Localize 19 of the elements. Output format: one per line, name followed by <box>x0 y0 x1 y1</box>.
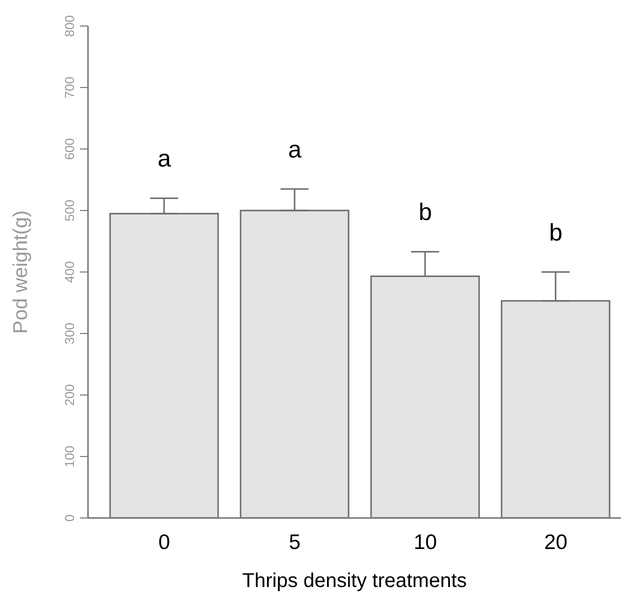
x-tick-label: 0 <box>158 530 170 554</box>
annotation: a <box>288 136 302 164</box>
y-tick-label: 700 <box>62 76 77 98</box>
x-tick-label: 10 <box>414 530 437 554</box>
annotation: b <box>418 199 432 226</box>
y-tick-label: 400 <box>62 261 77 283</box>
y-tick-label: 100 <box>62 446 77 468</box>
y-tick-label: 300 <box>62 322 77 344</box>
x-tick-label: 5 <box>288 530 301 554</box>
y-tick-label: 200 <box>62 384 77 406</box>
annotation: b <box>549 220 562 247</box>
x-tick-label: 20 <box>544 530 568 554</box>
y-tick-label: 600 <box>62 138 77 160</box>
y-axis-title: Pod weight(g) <box>10 210 32 334</box>
annotation: a <box>158 146 172 173</box>
y-tick-label: 0 <box>62 514 77 522</box>
y-tick-label: 800 <box>62 15 77 37</box>
x-axis-title: Thrips density treatments <box>242 570 467 592</box>
y-tick-label: 500 <box>62 200 77 222</box>
